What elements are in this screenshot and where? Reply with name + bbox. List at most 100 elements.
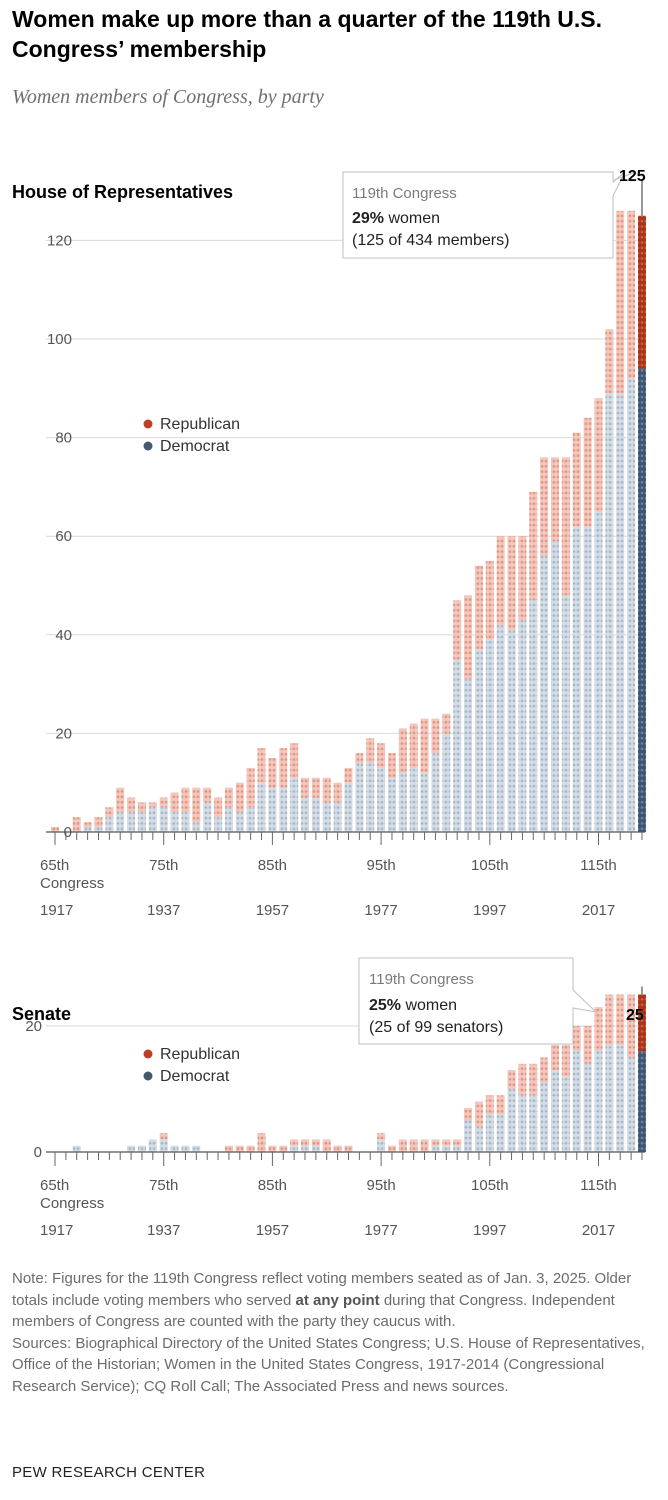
bar-republican <box>235 1145 244 1152</box>
bar-democrat <box>344 782 353 832</box>
y-tick-label: 20 <box>25 1018 42 1035</box>
bar-republican <box>572 1026 581 1052</box>
bar-republican <box>431 718 440 754</box>
bar-republican <box>529 491 538 601</box>
bar-republican <box>518 536 527 621</box>
bar-republican <box>377 1133 386 1140</box>
chart-notes: Note: Figures for the 119th Congress ref… <box>12 1268 657 1397</box>
bar-democrat <box>561 595 570 832</box>
x-tick-label: 65th <box>40 857 69 874</box>
bar-democrat <box>605 1044 614 1152</box>
year-label: 2017 <box>582 902 615 919</box>
bar-democrat <box>377 767 386 832</box>
bar-republican <box>398 728 407 773</box>
bar-republican <box>507 1070 516 1089</box>
bar-republican <box>572 432 581 527</box>
bar-republican <box>561 1044 570 1077</box>
bar-republican <box>322 1139 331 1152</box>
bar-republican <box>279 1145 288 1152</box>
legend-democrat-label: Democrat <box>160 438 230 455</box>
bar-republican <box>616 994 625 1045</box>
bar-republican <box>137 802 146 813</box>
bar-republican <box>409 1139 418 1152</box>
bar-republican <box>583 1026 592 1064</box>
year-label: 2017 <box>582 1222 615 1239</box>
bar-republican <box>148 802 157 808</box>
bar-republican <box>333 1145 342 1152</box>
bar-democrat <box>464 679 473 832</box>
bar-republican <box>485 560 494 640</box>
y-tick-label: 60 <box>55 528 72 545</box>
bar-republican <box>159 1133 168 1140</box>
legend-republican-label: Republican <box>160 1046 240 1063</box>
house-callout-pointer <box>613 171 637 181</box>
x-tick-label: 105th <box>471 857 509 874</box>
legend-republican-label: Republican <box>160 416 240 433</box>
bar-republican <box>583 417 592 527</box>
bar-democrat <box>431 1145 440 1152</box>
y-tick-label: 0 <box>34 1144 42 1161</box>
house-callout-detail: (125 of 434 members) <box>352 232 509 249</box>
bar-republican <box>551 1044 560 1071</box>
year-label: 1917 <box>40 902 73 919</box>
bar-republican <box>290 1139 299 1146</box>
bar-republican <box>474 565 483 650</box>
bar-republican <box>192 787 201 823</box>
legend-republican-swatch <box>143 419 153 429</box>
sources-text: Sources: Biographical Directory of the U… <box>12 1334 645 1395</box>
bar-democrat <box>583 1063 592 1152</box>
bar-democrat <box>637 368 646 832</box>
bar-republican <box>551 457 560 542</box>
senate-total-label: 25 <box>626 1007 644 1024</box>
bar-republican <box>224 1145 233 1152</box>
bar-republican <box>377 743 386 768</box>
note-text: Note: Figures for the 119th Congress ref… <box>12 1268 657 1333</box>
bar-democrat <box>529 600 538 832</box>
bar-republican <box>127 797 136 813</box>
year-label: 1917 <box>40 1222 73 1239</box>
bar-republican <box>322 777 331 803</box>
bar-democrat <box>148 1139 157 1152</box>
y-tick-label: 100 <box>47 331 72 348</box>
bar-republican <box>159 797 168 808</box>
bar-republican <box>51 827 59 832</box>
senate-callout-pct-suffix: women <box>401 997 457 1014</box>
x-tick-label: 65th <box>40 1177 69 1194</box>
bar-democrat <box>192 1145 201 1152</box>
bar-democrat <box>355 762 364 832</box>
legend-democrat-swatch <box>143 1071 153 1081</box>
bar-republican <box>420 1139 429 1152</box>
x-tick-label: 85th <box>258 857 287 874</box>
bar-republican <box>453 600 462 660</box>
bar-democrat <box>572 526 581 832</box>
bar-democrat <box>311 797 320 832</box>
bar-republican <box>181 787 190 813</box>
bar-democrat <box>159 1139 168 1152</box>
bar-republican <box>409 723 418 768</box>
bar-republican <box>311 777 320 798</box>
x-tick-label: 75th <box>149 1177 178 1194</box>
bar-democrat <box>420 772 429 832</box>
bar-republican <box>224 787 233 808</box>
senate-legend: Republican Democrat <box>143 1046 240 1085</box>
house-panel-title: House of Representatives <box>12 182 233 202</box>
chart-title: Women make up more than a quarter of the… <box>12 6 603 62</box>
bar-democrat <box>616 393 625 832</box>
bar-republican <box>290 743 299 778</box>
bar-democrat <box>127 1145 136 1152</box>
bar-republican <box>485 1095 494 1115</box>
bar-republican <box>540 1057 549 1083</box>
bar-democrat <box>453 1145 462 1152</box>
bar-democrat <box>627 1057 636 1152</box>
bar-democrat <box>137 812 146 832</box>
bar-republican <box>235 782 244 813</box>
bar-democrat <box>257 782 266 832</box>
bar-democrat <box>181 812 190 832</box>
year-label: 1997 <box>473 1222 506 1239</box>
bar-republican <box>246 767 255 808</box>
x-tick-label: 105th <box>471 1177 509 1194</box>
bar-democrat <box>518 1095 527 1152</box>
bar-democrat <box>311 1145 320 1152</box>
source-credit: PEW RESEARCH CENTER <box>12 1464 206 1481</box>
bar-democrat <box>366 762 375 832</box>
